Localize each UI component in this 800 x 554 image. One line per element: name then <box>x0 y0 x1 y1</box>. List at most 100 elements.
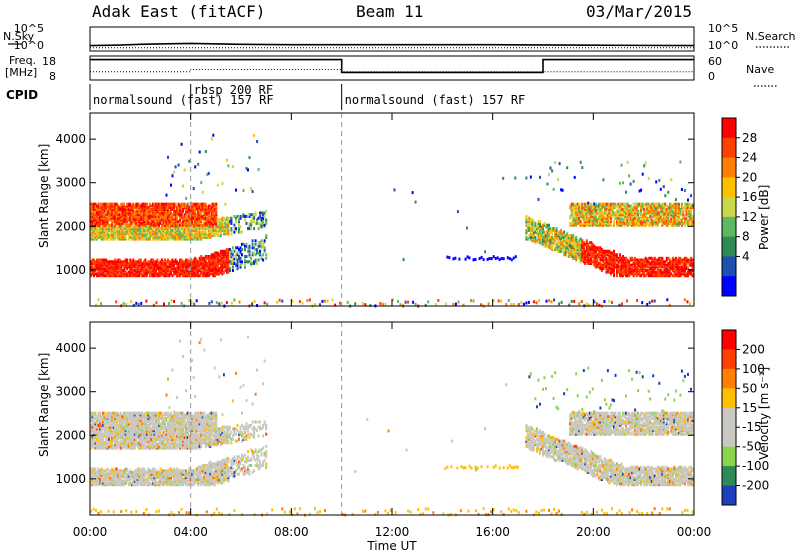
range-gate-cell <box>545 223 547 227</box>
range-gate-cell <box>179 213 182 217</box>
range-gate-cell <box>680 220 683 224</box>
range-gate-cell <box>207 255 210 258</box>
range-gate-cell <box>673 209 676 213</box>
range-gate-cell <box>148 265 151 269</box>
range-gate-cell <box>195 263 198 267</box>
range-gate-cell <box>664 216 667 220</box>
range-gate-cell <box>637 218 640 222</box>
range-gate-cell <box>197 265 200 269</box>
range-gate-cell <box>606 214 609 218</box>
range-gate-cell <box>652 272 655 276</box>
range-gate-cell <box>168 230 171 234</box>
range-gate-cell <box>563 232 566 236</box>
range-gate-cell <box>97 232 100 236</box>
range-gate-cell <box>91 269 94 272</box>
range-gate-cell <box>135 232 138 236</box>
range-gate-cell <box>106 213 109 217</box>
range-gate-cell <box>123 230 126 234</box>
range-gate-cell <box>539 175 541 179</box>
range-gate-cell <box>397 299 399 303</box>
range-gate-cell <box>212 263 215 267</box>
range-gate-cell <box>183 213 186 217</box>
range-gate-cell <box>525 301 528 305</box>
range-gate-cell <box>616 258 618 262</box>
range-gate-cell <box>212 265 215 269</box>
range-gate-cell <box>608 267 611 271</box>
range-gate-cell <box>194 221 197 225</box>
range-gate-cell <box>185 234 188 238</box>
range-gate-cell <box>259 244 262 248</box>
range-gate-cell <box>91 444 94 448</box>
range-gate-cell <box>640 188 643 192</box>
range-gate-cell <box>114 206 117 210</box>
range-gate-cell <box>130 218 133 222</box>
range-gate-cell <box>170 209 172 213</box>
range-gate-cell <box>108 223 111 227</box>
range-gate-cell <box>251 220 254 224</box>
range-gate-cell <box>154 267 157 271</box>
range-gate-cell <box>637 213 640 217</box>
range-gate-cell <box>625 221 627 225</box>
range-gate-cell <box>537 220 540 224</box>
range-gate-cell <box>665 267 668 271</box>
range-gate-cell <box>599 246 602 250</box>
range-gate-cell <box>622 267 624 271</box>
range-gate-cell <box>626 206 629 210</box>
range-gate-cell <box>661 265 664 269</box>
range-gate-cell <box>588 213 591 217</box>
range-gate-cell <box>114 220 117 224</box>
range-gate-cell <box>100 265 103 269</box>
range-gate-cell <box>188 232 191 236</box>
range-gate-cell <box>209 227 212 231</box>
range-gate-cell <box>558 230 561 234</box>
range-gate-cell <box>251 246 254 250</box>
range-gate-cell <box>105 221 108 225</box>
range-gate-cell <box>102 446 105 450</box>
range-gate-cell <box>573 216 576 220</box>
range-gate-cell <box>215 270 218 274</box>
range-gate-cell <box>584 249 587 253</box>
range-gate-cell <box>90 221 92 225</box>
range-gate-cell <box>155 301 158 305</box>
range-gate-cell <box>570 234 573 238</box>
range-gate-cell <box>245 221 248 225</box>
range-gate-cell <box>102 228 105 232</box>
range-gate-cell <box>117 270 120 274</box>
range-gate-cell <box>136 262 139 265</box>
range-gate-cell <box>210 262 213 265</box>
range-gate-cell <box>185 269 188 272</box>
range-gate-cell <box>133 218 136 222</box>
range-gate-cell <box>167 209 169 213</box>
range-gate-cell <box>158 235 160 239</box>
range-gate-cell <box>659 213 662 217</box>
range-gate-cell <box>215 223 218 227</box>
range-gate-cell <box>212 211 215 215</box>
range-gate-cell <box>170 202 172 206</box>
range-gate-cell <box>129 235 132 239</box>
range-gate-cell <box>594 209 597 213</box>
range-gate-cell <box>102 208 105 211</box>
range-gate-cell <box>112 208 115 211</box>
range-gate-cell <box>227 230 230 234</box>
range-gate-cell <box>171 228 174 232</box>
range-gate-cell <box>120 216 123 220</box>
range-gate-cell <box>103 483 106 487</box>
range-gate-cell <box>688 220 691 224</box>
range-gate-cell <box>661 256 664 260</box>
range-gate-cell <box>576 220 579 224</box>
range-gate-cell <box>238 228 240 232</box>
range-gate-cell <box>133 263 136 267</box>
range-gate-cell <box>94 429 97 433</box>
range-gate-cell <box>248 223 251 227</box>
range-gate-cell <box>171 267 174 271</box>
range-gate-cell <box>248 246 251 250</box>
range-gate-cell <box>576 249 579 253</box>
range-gate-cell <box>569 242 572 246</box>
range-gate-cell <box>679 160 682 164</box>
range-gate-cell <box>112 204 115 208</box>
range-gate-cell <box>569 214 572 218</box>
range-gate-cell <box>247 246 249 250</box>
range-gate-cell <box>194 269 197 272</box>
range-gate-cell <box>121 208 124 211</box>
range-gate-cell <box>179 267 182 271</box>
